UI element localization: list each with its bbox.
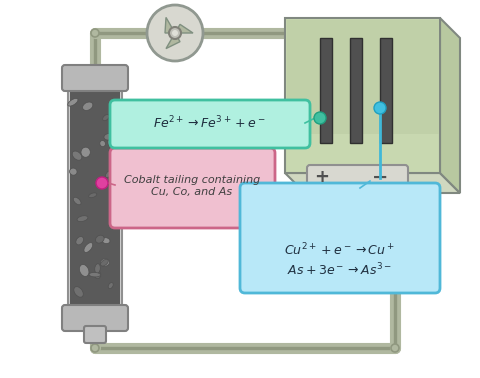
Ellipse shape [68, 98, 78, 106]
Ellipse shape [74, 287, 83, 297]
Ellipse shape [79, 265, 89, 276]
FancyBboxPatch shape [240, 183, 440, 293]
Bar [320, 38, 332, 143]
Ellipse shape [76, 237, 84, 245]
Ellipse shape [73, 197, 81, 205]
FancyBboxPatch shape [68, 88, 122, 308]
Ellipse shape [95, 271, 101, 279]
Ellipse shape [81, 147, 90, 157]
Circle shape [374, 102, 386, 114]
Ellipse shape [84, 243, 93, 253]
Polygon shape [175, 24, 193, 33]
Text: $Fe^{2+} \rightarrow Fe^{3+} + e^-$: $Fe^{2+} \rightarrow Fe^{3+} + e^-$ [154, 115, 266, 131]
Text: Cobalt tailing containing
Cu, Co, and As: Cobalt tailing containing Cu, Co, and As [124, 175, 260, 197]
FancyBboxPatch shape [62, 305, 128, 331]
FancyBboxPatch shape [84, 326, 106, 343]
Ellipse shape [83, 102, 93, 110]
Ellipse shape [104, 133, 113, 140]
Ellipse shape [101, 259, 108, 266]
FancyBboxPatch shape [110, 148, 275, 228]
Ellipse shape [72, 151, 82, 160]
Circle shape [314, 112, 326, 124]
Ellipse shape [96, 235, 104, 243]
Circle shape [172, 30, 178, 36]
Ellipse shape [103, 115, 109, 121]
Ellipse shape [70, 168, 77, 175]
Ellipse shape [89, 273, 100, 277]
Circle shape [91, 29, 99, 37]
FancyBboxPatch shape [62, 65, 128, 91]
Bar [350, 38, 362, 143]
Circle shape [391, 344, 399, 352]
Circle shape [391, 29, 399, 37]
Text: $As + 3e^- \rightarrow As^{3-}$: $As + 3e^- \rightarrow As^{3-}$ [288, 262, 393, 278]
FancyBboxPatch shape [110, 100, 310, 148]
Ellipse shape [77, 216, 88, 222]
Text: $Cu^{2+} + e^- \rightarrow Cu^+$: $Cu^{2+} + e^- \rightarrow Cu^+$ [284, 242, 396, 258]
Polygon shape [440, 18, 460, 193]
Polygon shape [166, 33, 180, 49]
Circle shape [91, 344, 99, 352]
Ellipse shape [100, 141, 106, 147]
Polygon shape [285, 173, 460, 193]
Ellipse shape [100, 259, 109, 266]
Ellipse shape [108, 283, 113, 289]
Bar [285, 18, 440, 173]
Circle shape [147, 5, 203, 61]
Bar [287, 20, 439, 134]
Bar [70, 90, 120, 306]
Ellipse shape [108, 136, 118, 149]
Text: −: − [372, 167, 388, 186]
Ellipse shape [89, 193, 97, 198]
Circle shape [169, 27, 181, 39]
Circle shape [96, 177, 108, 189]
Bar [380, 38, 392, 143]
Polygon shape [165, 17, 175, 33]
Text: +: + [314, 168, 329, 186]
Ellipse shape [95, 264, 100, 273]
Ellipse shape [102, 238, 110, 243]
Ellipse shape [106, 171, 111, 178]
FancyBboxPatch shape [307, 165, 408, 189]
